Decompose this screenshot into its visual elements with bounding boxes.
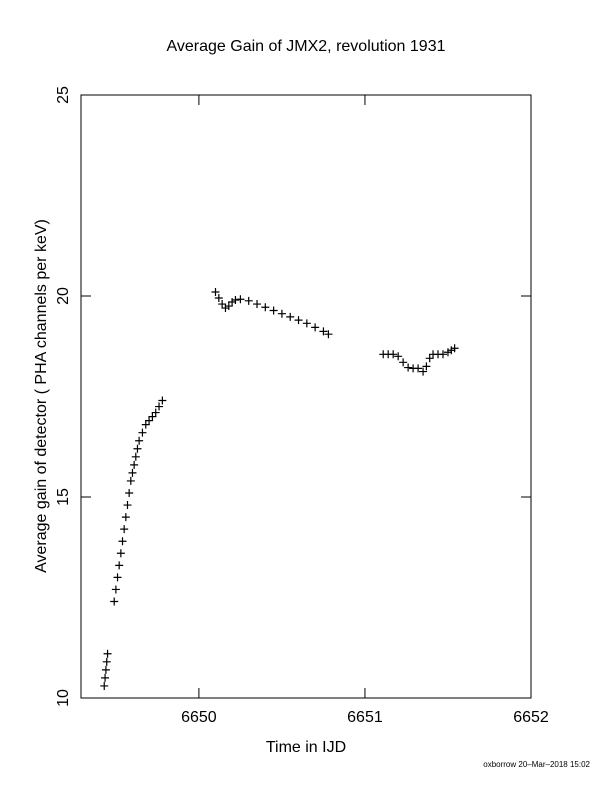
point bbox=[211, 287, 220, 296]
point bbox=[253, 300, 262, 309]
point bbox=[123, 501, 132, 510]
point bbox=[145, 416, 154, 425]
footer: oxborrow 20–Mar–2018 15:02 bbox=[483, 760, 590, 769]
point bbox=[151, 408, 160, 417]
point bbox=[228, 298, 237, 307]
point bbox=[116, 549, 125, 558]
point bbox=[419, 367, 428, 376]
point bbox=[100, 681, 109, 690]
y-tick-label: 10 bbox=[55, 689, 72, 707]
point bbox=[133, 444, 142, 453]
point bbox=[244, 296, 253, 305]
x-tick-label: 6651 bbox=[347, 709, 383, 726]
point bbox=[404, 363, 413, 372]
point bbox=[118, 537, 127, 546]
point bbox=[389, 350, 398, 359]
point bbox=[450, 344, 459, 353]
point bbox=[111, 585, 120, 594]
point bbox=[101, 673, 110, 682]
x-axis-label: Time in IJD bbox=[266, 739, 346, 756]
x-tick-label: 6650 bbox=[181, 709, 217, 726]
point bbox=[131, 452, 140, 461]
point bbox=[261, 303, 270, 312]
point bbox=[414, 364, 423, 373]
point bbox=[110, 597, 119, 606]
point bbox=[218, 300, 227, 309]
point bbox=[102, 657, 111, 666]
point bbox=[138, 428, 147, 437]
point bbox=[121, 513, 130, 522]
point bbox=[311, 323, 320, 332]
point bbox=[221, 304, 230, 313]
point bbox=[115, 561, 124, 570]
point bbox=[438, 350, 447, 359]
y-tick-label: 25 bbox=[55, 86, 72, 104]
point bbox=[443, 348, 452, 357]
point bbox=[425, 354, 434, 363]
point bbox=[113, 573, 122, 582]
point bbox=[394, 352, 403, 361]
y-tick-label: 15 bbox=[55, 488, 72, 506]
point bbox=[277, 309, 286, 318]
point bbox=[224, 302, 233, 311]
plot-frame bbox=[80, 94, 532, 699]
point bbox=[158, 396, 167, 405]
point bbox=[324, 330, 333, 339]
y-tick-label: 20 bbox=[55, 287, 72, 305]
point bbox=[399, 358, 408, 367]
y-axis-label: Average gain of detector ( PHA channels … bbox=[33, 219, 50, 573]
point bbox=[103, 649, 112, 658]
point bbox=[236, 295, 245, 304]
chart-title: Average Gain of JMX2, revolution 1931 bbox=[167, 38, 446, 55]
point bbox=[231, 296, 240, 305]
point bbox=[120, 525, 129, 534]
point bbox=[155, 402, 164, 411]
point bbox=[302, 319, 311, 328]
point bbox=[135, 436, 144, 445]
point bbox=[422, 362, 431, 371]
point bbox=[319, 327, 328, 336]
x-tick-label: 6652 bbox=[513, 709, 549, 726]
point bbox=[126, 476, 135, 485]
point bbox=[286, 312, 295, 321]
point bbox=[148, 412, 157, 421]
point bbox=[130, 460, 139, 469]
point bbox=[269, 306, 278, 315]
point bbox=[447, 346, 456, 355]
point bbox=[101, 665, 110, 674]
point bbox=[125, 488, 134, 497]
point bbox=[214, 294, 223, 303]
point bbox=[294, 316, 303, 325]
point bbox=[128, 468, 137, 477]
point bbox=[141, 420, 150, 429]
